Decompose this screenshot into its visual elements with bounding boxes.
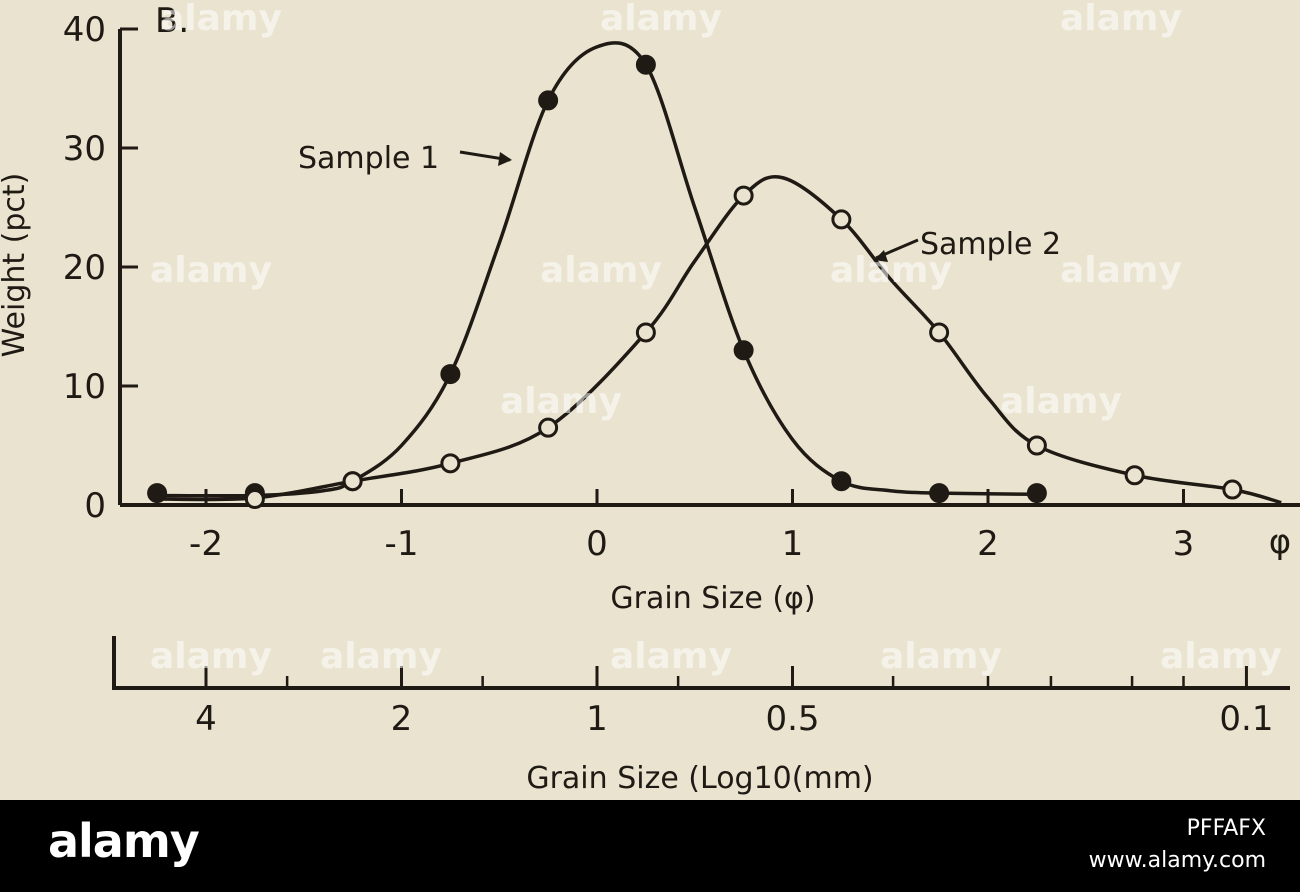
series-label-sample-2: Sample 2 <box>920 227 1061 262</box>
y-tick-label: 10 <box>63 367 106 407</box>
x-tick-label: 1 <box>782 524 804 564</box>
data-point-sample-1 <box>929 483 950 504</box>
y-tick-label: 0 <box>84 486 106 526</box>
data-point-sample-1 <box>1026 483 1047 504</box>
data-point-sample-2 <box>929 322 950 343</box>
watermark-text: alamy <box>150 250 272 291</box>
secondary-x-axis-title: Grain Size (Log10(mm) <box>526 761 873 796</box>
x-tick-label: -2 <box>189 524 223 564</box>
watermark-text: alamy <box>320 636 442 677</box>
y-tick-label: 20 <box>63 248 106 288</box>
data-point-sample-1 <box>440 364 461 385</box>
brand-logo: alamy <box>48 814 200 868</box>
secondary-x-tick-label: 0.1 <box>1219 699 1273 739</box>
data-point-sample-2 <box>440 453 461 474</box>
watermark-text: alamy <box>500 381 622 422</box>
watermark-text: alamy <box>1160 636 1282 677</box>
footer-bar: alamy PFFAFX www.alamy.com <box>0 800 1300 892</box>
x-axis-unit-label: φ <box>1269 522 1291 562</box>
series-label-arrowhead-2 <box>874 250 888 262</box>
x-tick-label: -1 <box>385 524 419 564</box>
data-point-sample-1 <box>538 90 559 111</box>
watermark-text: alamy <box>1000 381 1122 422</box>
watermark-text: alamy <box>600 0 722 39</box>
series-label-arrowhead-1 <box>498 152 512 166</box>
data-point-sample-2 <box>1124 465 1145 486</box>
data-point-sample-1 <box>733 340 754 361</box>
x-tick-label: 0 <box>586 524 608 564</box>
data-point-sample-2 <box>1222 479 1243 500</box>
secondary-x-tick-label: 1 <box>586 699 608 739</box>
watermark-text: alamy <box>610 636 732 677</box>
data-point-sample-2 <box>244 489 265 510</box>
data-point-sample-1 <box>147 483 168 504</box>
secondary-x-tick-label: 2 <box>391 699 413 739</box>
series-line-2 <box>157 175 1282 505</box>
y-tick-label: 40 <box>63 10 106 50</box>
watermark-text: alamy <box>830 250 952 291</box>
data-point-sample-2 <box>831 209 852 230</box>
panel-label: B. <box>155 1 189 41</box>
data-point-sample-1 <box>831 471 852 492</box>
data-point-sample-2 <box>538 417 559 438</box>
secondary-x-tick-label: 0.5 <box>765 699 819 739</box>
x-axis-title: Grain Size (φ) <box>610 581 815 616</box>
watermark-text: alamy <box>880 636 1002 677</box>
watermark-text: alamy <box>1060 0 1182 39</box>
data-point-sample-1 <box>635 54 656 75</box>
watermark-text: alamy <box>540 250 662 291</box>
chart-area: 0 10 20 30 40 -2 -1 0 1 2 3 4 2 1 0.5 0.1 B. Sample 1 S… <box>0 0 1300 796</box>
watermark-text: alamy <box>160 0 282 39</box>
secondary-x-tick-label: 4 <box>195 699 217 739</box>
data-point-sample-2 <box>635 322 656 343</box>
series-label-sample-1: Sample 1 <box>298 141 439 176</box>
data-point-sample-2 <box>733 185 754 206</box>
data-point-sample-2 <box>1026 435 1047 456</box>
chart-svg: 0 10 20 30 40 -2 -1 0 1 2 3 4 2 1 0.5 0.1 B. Sample 1 S… <box>0 0 1300 796</box>
x-tick-label: 2 <box>977 524 999 564</box>
y-tick-label: 30 <box>63 129 106 169</box>
image-id-text: PFFAFX <box>1186 816 1266 841</box>
y-axis-title: Weight (pct) <box>0 173 32 358</box>
x-tick-label: 3 <box>1173 524 1195 564</box>
site-url-text: www.alamy.com <box>1088 848 1266 873</box>
data-point-sample-2 <box>342 471 363 492</box>
watermark-text: alamy <box>150 636 272 677</box>
watermark-text: alamy <box>1060 250 1182 291</box>
